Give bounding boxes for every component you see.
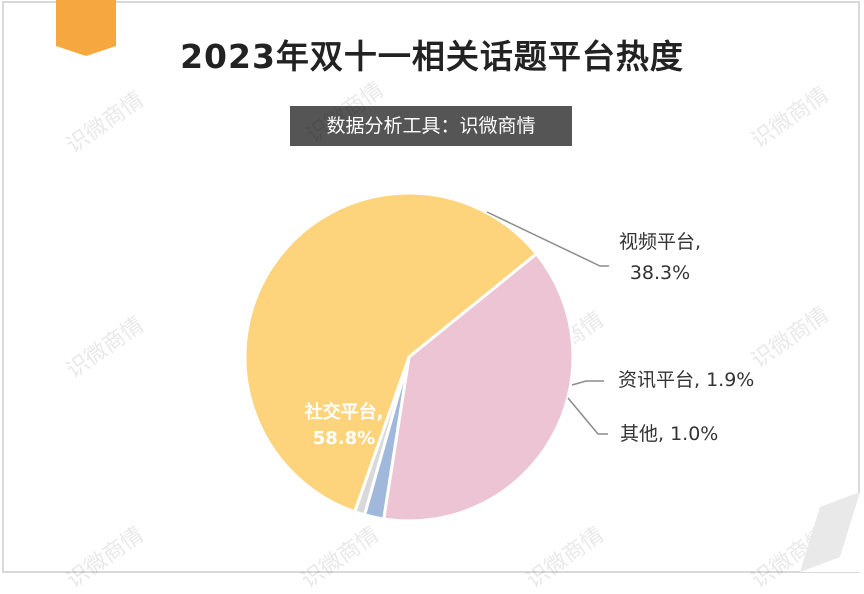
- chart-title: 2023年双十一相关话题平台热度: [180, 37, 684, 76]
- data-label-value: 58.8%: [313, 428, 375, 449]
- corner-badge: [56, 0, 116, 56]
- pie-slice-视频平台: [381, 251, 575, 523]
- pie-chart: 视频平台, 38.3% 资讯平台, 1.9% 其他, 1.0% 社交平台, 58.8%: [243, 191, 754, 523]
- leader-line: [571, 380, 604, 386]
- data-label: 其他, 1.0%: [620, 423, 718, 445]
- data-label: 社交平台,: [305, 401, 384, 423]
- page-fold-corner: [800, 492, 860, 572]
- leader-line: [486, 211, 609, 267]
- data-label-value: 38.3%: [630, 262, 690, 284]
- pie-slice-社交平台: [243, 191, 539, 514]
- data-label: 资讯平台, 1.9%: [618, 369, 754, 391]
- leader-line: [567, 397, 608, 435]
- data-label: 视频平台,: [619, 231, 701, 253]
- subtitle-label: 数据分析工具：识微商情: [290, 106, 572, 146]
